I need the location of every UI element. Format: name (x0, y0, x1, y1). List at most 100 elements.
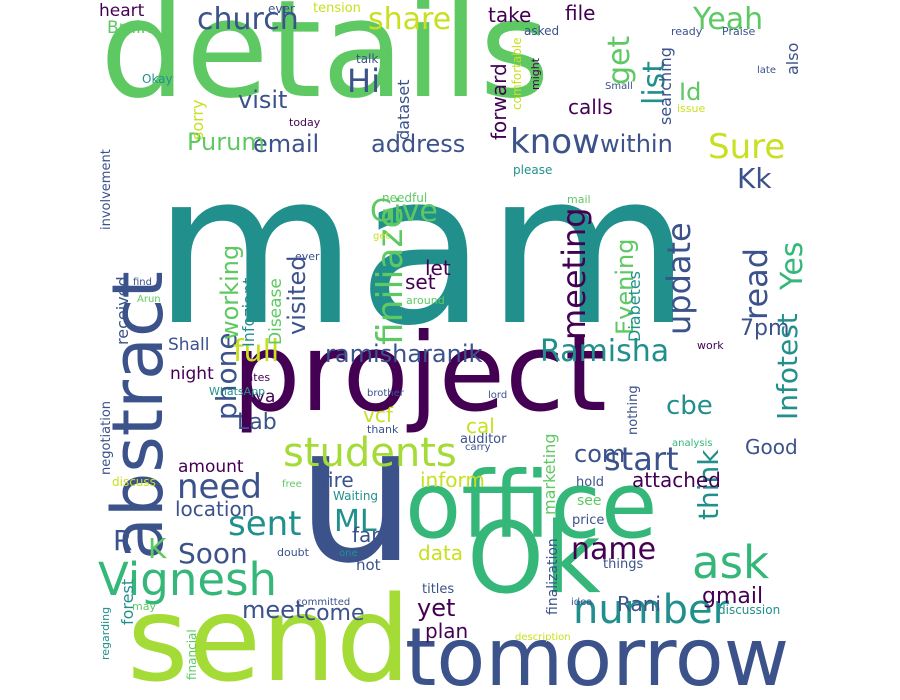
word-yes: Yes (775, 241, 810, 290)
word-negotiation: negotiation (99, 400, 114, 475)
word-id: Id (679, 78, 702, 106)
word-discuss: discuss (112, 475, 156, 489)
word-whatsapp: WhatsApp (209, 385, 266, 398)
word-k: K (148, 532, 167, 565)
word-doubt: doubt (277, 546, 309, 559)
word-sent: sent (228, 504, 302, 544)
word-arun: Arun (137, 294, 161, 305)
word-financial: financial (185, 629, 199, 680)
word-meeting: meeting (555, 207, 593, 340)
word-gmail: gmail (702, 584, 764, 609)
word-idea: idea (571, 597, 593, 608)
word-data: data (418, 541, 464, 565)
word-update: update (660, 222, 698, 335)
word-night: night (170, 364, 214, 384)
word-office: office (405, 452, 658, 559)
word-things: things (603, 557, 644, 572)
word-yeah: Yeah (693, 2, 764, 37)
word-visited: visited (283, 255, 311, 335)
word-share: share (368, 2, 452, 37)
word-discussion: discussion (718, 603, 781, 617)
word-visit: visit (238, 86, 288, 114)
word-7pm: 7pm (740, 316, 790, 341)
word-number: number (573, 587, 730, 633)
word-r: R (113, 524, 133, 557)
word-take: take (488, 3, 532, 27)
word-project: project (232, 311, 607, 436)
word-address: address (371, 130, 466, 158)
word-see: see (577, 493, 602, 509)
word-price: price (572, 513, 605, 528)
word-hi: Hi (347, 62, 380, 100)
word-auditor: auditor (460, 432, 507, 447)
word-searching: searching (656, 47, 675, 125)
word-around: around (406, 294, 445, 307)
word-finalization: finalization (545, 538, 561, 615)
word-praise: Praise (722, 25, 756, 38)
word-shall: Shall (168, 335, 210, 355)
word-yet: yet (417, 594, 456, 622)
word-please: please (513, 163, 553, 177)
word-send: send (127, 570, 411, 700)
word-church: church (197, 2, 299, 37)
word-brain: Brain (107, 18, 152, 38)
word-inform: inform (420, 468, 485, 492)
word-kk: Kk (737, 162, 772, 195)
word-plan: plan (425, 619, 469, 643)
word-cal: cal (466, 414, 495, 438)
word-good: Good (745, 435, 798, 459)
word-nothing: nothing (626, 385, 641, 435)
word-infoziant: Infoziant (239, 277, 258, 347)
word-calls: calls (568, 95, 613, 119)
word-hold: hold (576, 475, 605, 490)
word-ramisha: Ramisha (540, 334, 670, 369)
word-amount: amount (178, 457, 244, 477)
word-mam: mam (153, 127, 691, 372)
word-disease: Disease (266, 278, 286, 345)
word-lord: lord (488, 390, 508, 401)
word-name: name (571, 532, 657, 567)
word-diabetes: Diabetes (625, 270, 644, 342)
word-find: find (133, 277, 152, 288)
word-regarding: regarding (99, 606, 112, 660)
word-get: get (602, 35, 637, 85)
word-ramisharanik: ramisharanik (325, 340, 483, 368)
word-free: free (282, 479, 302, 490)
word-issue: issue (677, 102, 706, 115)
word-received: received (113, 276, 132, 345)
word-needful: needful (382, 191, 428, 205)
word-hot: hot (356, 556, 381, 574)
word-involvement: involvement (99, 149, 114, 230)
word-details: details (100, 0, 550, 128)
word-mail: mail (567, 193, 591, 206)
word-thank: thank (367, 423, 399, 436)
word-cbe: cbe (666, 391, 713, 421)
word-know: know (510, 122, 600, 162)
word-committed: committed (296, 597, 351, 608)
word-description: description (515, 632, 571, 643)
word-sure: Sure (708, 127, 786, 167)
word-small: Small (605, 81, 633, 92)
word-might: might (529, 57, 542, 90)
word-u: u (296, 384, 417, 605)
word-carry: carry (465, 442, 491, 453)
word-com: com (574, 440, 626, 468)
word-forward: forward (487, 63, 511, 140)
word-work: work (697, 339, 724, 352)
word-file: file (565, 1, 596, 25)
word-fire: fire (321, 468, 354, 492)
word-late: late (757, 65, 776, 76)
word-rates: rates (242, 371, 271, 384)
word-vcf: vcf (363, 403, 393, 427)
word-purum: Purum (187, 128, 265, 156)
word-analysis: analysis (672, 438, 713, 449)
word-meet: meet (242, 596, 305, 624)
word-soon: Soon (178, 537, 248, 570)
word-talk: talk (356, 52, 379, 66)
word-okay: Okay (142, 72, 173, 86)
word-set: set (405, 270, 436, 294)
word-read: read (737, 247, 775, 320)
word-need: need (177, 467, 262, 507)
word-let: let (425, 256, 451, 280)
